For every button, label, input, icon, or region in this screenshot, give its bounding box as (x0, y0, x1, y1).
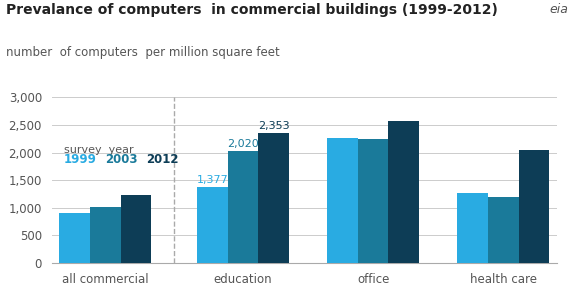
Text: 2,020: 2,020 (227, 139, 259, 149)
Bar (518, 150, 549, 263)
Bar (90, 207, 121, 263)
Bar (59, 213, 90, 263)
Bar (197, 187, 228, 263)
Text: 2,353: 2,353 (258, 121, 289, 131)
Bar (327, 138, 358, 263)
Text: Prevalance of computers  in commercial buildings (1999-2012): Prevalance of computers in commercial bu… (6, 3, 498, 17)
Text: eia: eia (549, 3, 568, 16)
Text: number  of computers  per million square feet: number of computers per million square f… (6, 46, 280, 59)
Text: 1,377: 1,377 (196, 175, 228, 185)
Bar (228, 151, 258, 263)
Bar (358, 139, 389, 263)
Bar (488, 197, 518, 263)
Bar (121, 195, 151, 263)
Bar (457, 193, 488, 263)
Text: survey  year: survey year (64, 145, 134, 155)
Text: 2012: 2012 (146, 153, 179, 166)
Text: 2003: 2003 (105, 153, 138, 166)
Text: 1999: 1999 (64, 153, 97, 166)
Bar (258, 133, 289, 263)
Bar (389, 121, 419, 263)
